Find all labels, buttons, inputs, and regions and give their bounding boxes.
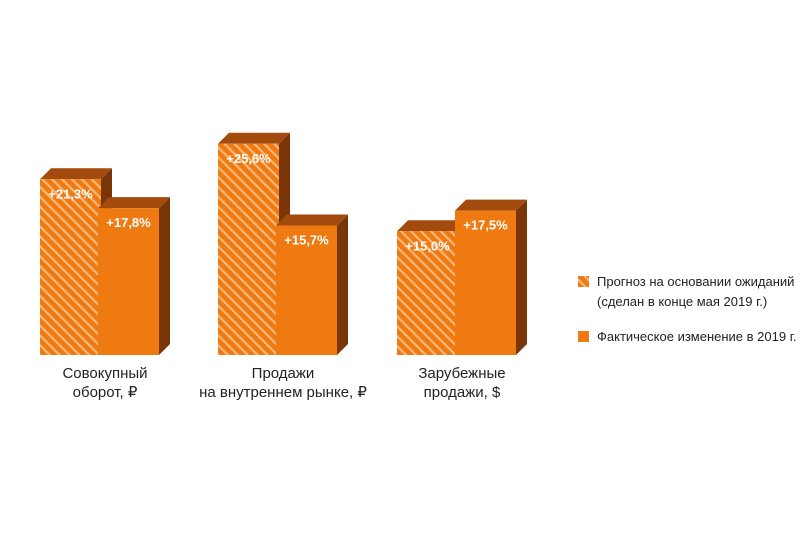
- data-label: +15,0%: [405, 238, 450, 253]
- category-label: Совокупный: [62, 365, 147, 382]
- data-label: +21,3%: [48, 186, 93, 201]
- bar-top: [218, 132, 290, 144]
- category-label: продажи, $: [424, 384, 501, 401]
- category-label: Продажи: [252, 365, 315, 382]
- bar-top: [276, 214, 348, 226]
- bar-front: [218, 143, 279, 355]
- data-label: +15,7%: [284, 232, 329, 247]
- bar-front: [98, 208, 159, 355]
- legend-label: Прогноз на основании ожиданий: [597, 274, 794, 289]
- bar-front: [397, 231, 458, 355]
- bar-actual-0: +17,8%: [98, 197, 170, 355]
- bar-front: [40, 179, 101, 355]
- data-label: +17,8%: [106, 215, 151, 230]
- legend-label: (сделан в конце мая 2019 г.): [597, 294, 767, 309]
- bar-top: [98, 197, 170, 209]
- bar-side: [337, 214, 348, 355]
- category-label: на внутреннем рынке, ₽: [199, 384, 367, 401]
- bar-side: [159, 197, 170, 355]
- bars-group: +21,3% +17,8% +25,6% +15,7% +15,0% +17,5%: [40, 132, 527, 355]
- legend-label: Фактическое изменение в 2019 г.: [597, 329, 796, 344]
- data-label: +17,5%: [463, 218, 508, 233]
- category-label: Зарубежные: [418, 365, 505, 382]
- bar-top: [397, 220, 469, 232]
- legend-swatch-actual: [578, 331, 589, 342]
- bar-side: [516, 199, 527, 355]
- bar-front: [276, 225, 337, 355]
- legend-swatch-forecast: [578, 276, 589, 287]
- bar-actual-1: +15,7%: [276, 214, 348, 355]
- legend: Прогноз на основании ожиданий (сделан в к…: [578, 274, 796, 344]
- category-label: оборот, ₽: [73, 384, 138, 401]
- data-label: +25,6%: [226, 151, 271, 166]
- category-labels: Совокупный оборот, ₽ Продажи на внутреннем …: [62, 365, 505, 401]
- bar-actual-2: +17,5%: [455, 199, 527, 355]
- bar-front: [455, 210, 516, 355]
- bar-top: [455, 199, 527, 211]
- bar-top: [40, 168, 112, 180]
- bar-forecast-1: +25,6%: [218, 132, 290, 355]
